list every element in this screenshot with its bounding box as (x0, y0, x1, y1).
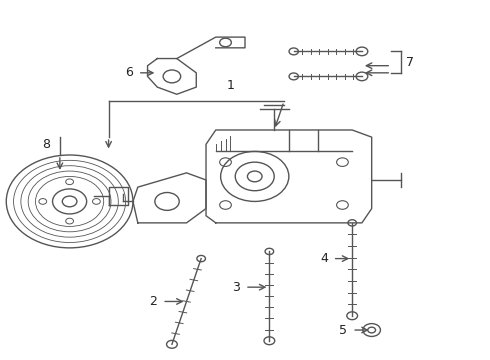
Text: 5: 5 (339, 324, 347, 337)
Text: 1: 1 (226, 80, 234, 93)
Text: 2: 2 (149, 295, 157, 308)
Text: 8: 8 (42, 138, 50, 151)
Text: 3: 3 (232, 281, 240, 294)
Text: 7: 7 (406, 55, 414, 69)
Text: 4: 4 (320, 252, 328, 265)
Text: 6: 6 (125, 66, 133, 79)
